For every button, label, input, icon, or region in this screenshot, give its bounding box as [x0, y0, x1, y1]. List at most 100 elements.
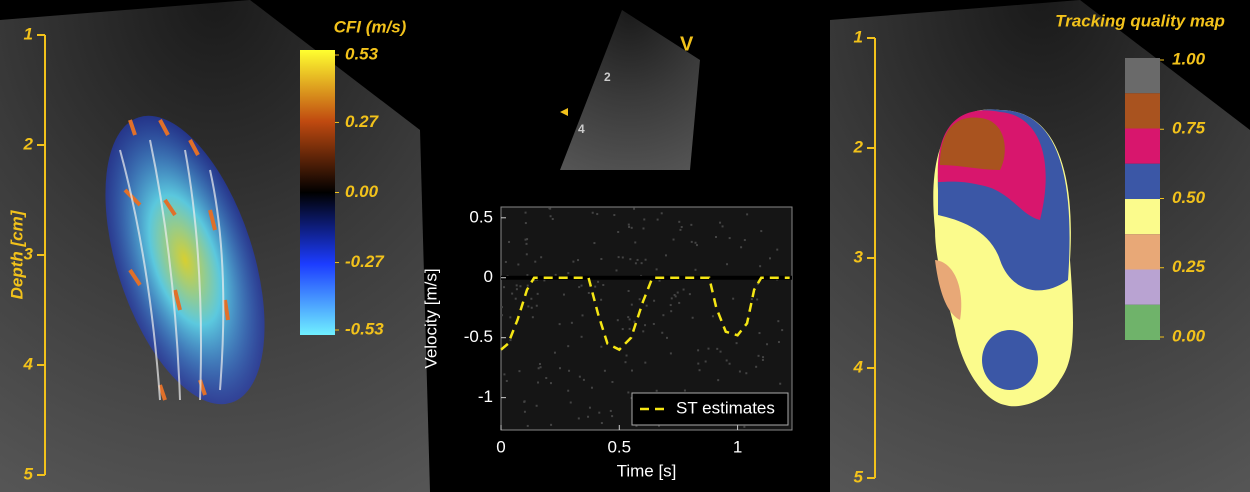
colorbar-tick-label: -0.27: [345, 252, 385, 271]
noise: [610, 410, 612, 412]
noise: [555, 274, 557, 276]
noise: [634, 241, 636, 243]
depth-tick-label: 2: [23, 134, 34, 153]
depth-tick-label: 4: [23, 354, 34, 373]
noise: [600, 299, 602, 301]
y-tick-label: -0.5: [464, 327, 493, 346]
noise: [656, 268, 658, 270]
noise: [653, 323, 655, 325]
noise: [671, 297, 673, 299]
colorbar-block: [1125, 305, 1160, 340]
noise: [679, 229, 681, 231]
noise: [524, 411, 526, 413]
noise: [571, 322, 573, 324]
noise: [527, 285, 529, 287]
noise: [645, 259, 647, 261]
noise: [600, 258, 602, 260]
noise: [678, 302, 680, 304]
noise: [537, 293, 539, 295]
colorbar-tick-label: 0.50: [1172, 188, 1206, 207]
noise: [549, 208, 551, 210]
colorbar-tick-label: -0.53: [345, 319, 384, 338]
noise: [776, 249, 778, 251]
noise: [539, 363, 541, 365]
noise: [759, 332, 761, 334]
colorbar-tick-label: 1.00: [1172, 49, 1206, 68]
echo-image: [560, 10, 700, 170]
echo-label: 4: [578, 122, 585, 136]
noise: [622, 256, 624, 258]
colorbar-block: [1125, 58, 1160, 93]
noise: [696, 244, 698, 246]
noise: [593, 242, 595, 244]
noise: [644, 324, 646, 326]
noise: [644, 362, 646, 364]
noise: [537, 382, 539, 384]
noise: [699, 369, 701, 371]
noise: [550, 424, 552, 426]
noise: [777, 320, 779, 322]
noise: [627, 391, 629, 393]
noise: [501, 314, 503, 316]
y-tick-label: 0.5: [469, 207, 493, 226]
noise: [578, 286, 580, 288]
noise: [589, 407, 591, 409]
noise: [643, 227, 645, 229]
noise: [674, 294, 676, 296]
noise: [559, 367, 561, 369]
noise: [661, 332, 663, 334]
noise: [567, 272, 569, 274]
noise: [781, 329, 783, 331]
x-tick-label: 1: [733, 437, 742, 456]
noise: [503, 286, 505, 288]
noise: [745, 372, 747, 374]
noise: [743, 426, 745, 428]
noise: [683, 289, 685, 291]
noise: [633, 208, 635, 210]
noise: [779, 383, 781, 385]
noise: [540, 366, 542, 368]
noise: [568, 370, 570, 372]
noise: [508, 241, 510, 243]
colorbar-title: CFI (m/s): [334, 17, 407, 36]
noise: [726, 263, 728, 265]
noise: [583, 379, 585, 381]
noise: [545, 377, 547, 379]
noise: [751, 298, 753, 300]
colorbar-block: [1125, 199, 1160, 234]
noise: [617, 319, 619, 321]
depth-tick-label: 2: [853, 137, 864, 156]
noise: [516, 288, 518, 290]
noise: [625, 361, 627, 363]
noise: [634, 321, 636, 323]
figure: 1234512345Depth [cm]CFI (m/s)0.530.270.0…: [0, 0, 1250, 492]
noise: [622, 328, 624, 330]
noise: [536, 405, 538, 407]
noise: [631, 370, 633, 372]
noise: [778, 341, 780, 343]
noise: [627, 316, 629, 318]
noise: [550, 215, 552, 217]
noise: [527, 425, 529, 427]
colorbar-block: [1125, 93, 1160, 128]
noise: [525, 243, 527, 245]
noise: [755, 366, 757, 368]
noise: [712, 315, 714, 317]
noise: [511, 293, 513, 295]
colorbar-block: [1125, 234, 1160, 269]
noise: [705, 360, 707, 362]
noise: [532, 316, 534, 318]
noise: [716, 348, 718, 350]
noise: [631, 304, 633, 306]
noise: [611, 381, 613, 383]
noise: [509, 339, 511, 341]
noise: [736, 342, 738, 344]
noise: [503, 373, 505, 375]
colorbar-tick-label: 0.00: [345, 182, 379, 201]
noise: [769, 257, 771, 259]
noise: [715, 236, 717, 238]
noise: [518, 370, 520, 372]
noise: [628, 290, 630, 292]
noise: [517, 263, 519, 265]
noise: [591, 387, 593, 389]
